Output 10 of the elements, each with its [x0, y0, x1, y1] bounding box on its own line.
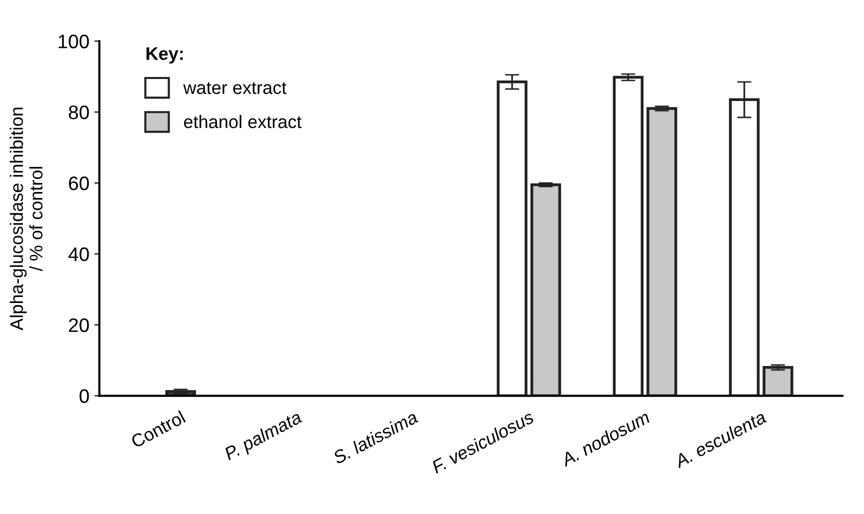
legend-title: Key: [146, 47, 183, 64]
legend-label: ethanol extract [184, 114, 302, 128]
y-tick-label: 60 [69, 176, 89, 190]
legend-label: water extract [183, 82, 286, 94]
y-tick-label: 0 [80, 389, 89, 404]
y-tick-label: 40 [68, 247, 89, 262]
y-axis-title: Alpha-glucosidase inhibition / % of control [10, 108, 43, 330]
y-tick-label: 80 [68, 106, 89, 120]
y-tick-label: 20 [68, 318, 89, 332]
y-tick-label: 100 [58, 34, 89, 48]
